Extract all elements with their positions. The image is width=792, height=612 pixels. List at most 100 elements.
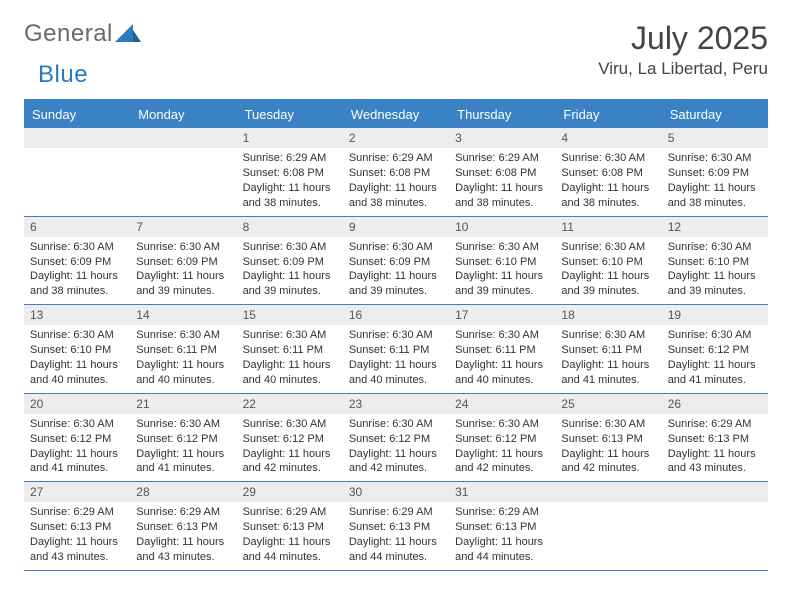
sunset-text: Sunset: 6:10 PM (30, 343, 124, 358)
sunrise-text: Sunrise: 6:30 AM (136, 328, 230, 343)
daylight-text: Daylight: 11 hours and 44 minutes. (243, 535, 337, 565)
day-number: 18 (555, 305, 661, 325)
day-number: 14 (130, 305, 236, 325)
day-number: 7 (130, 217, 236, 237)
sunset-text: Sunset: 6:09 PM (136, 255, 230, 270)
daylight-text: Daylight: 11 hours and 38 minutes. (561, 181, 655, 211)
day-number: 22 (237, 394, 343, 414)
daylight-text: Daylight: 11 hours and 40 minutes. (349, 358, 443, 388)
day-body: Sunrise: 6:29 AMSunset: 6:08 PMDaylight:… (343, 148, 449, 215)
calendar-day: 1Sunrise: 6:29 AMSunset: 6:08 PMDaylight… (237, 128, 343, 216)
calendar-day: 18Sunrise: 6:30 AMSunset: 6:11 PMDayligh… (555, 305, 661, 393)
day-body: Sunrise: 6:30 AMSunset: 6:11 PMDaylight:… (237, 325, 343, 392)
day-number (662, 482, 768, 502)
calendar-week: 6Sunrise: 6:30 AMSunset: 6:09 PMDaylight… (24, 217, 768, 306)
sunset-text: Sunset: 6:12 PM (455, 432, 549, 447)
brand-part2: Blue (38, 61, 88, 89)
day-body: Sunrise: 6:30 AMSunset: 6:12 PMDaylight:… (237, 414, 343, 481)
calendar-week: 13Sunrise: 6:30 AMSunset: 6:10 PMDayligh… (24, 305, 768, 394)
daylight-text: Daylight: 11 hours and 41 minutes. (136, 447, 230, 477)
day-number: 4 (555, 128, 661, 148)
day-number: 23 (343, 394, 449, 414)
daylight-text: Daylight: 11 hours and 40 minutes. (30, 358, 124, 388)
calendar-day: 9Sunrise: 6:30 AMSunset: 6:09 PMDaylight… (343, 217, 449, 305)
day-body: Sunrise: 6:29 AMSunset: 6:13 PMDaylight:… (449, 502, 555, 569)
calendar-day: 31Sunrise: 6:29 AMSunset: 6:13 PMDayligh… (449, 482, 555, 570)
calendar-day: 27Sunrise: 6:29 AMSunset: 6:13 PMDayligh… (24, 482, 130, 570)
daylight-text: Daylight: 11 hours and 38 minutes. (30, 269, 124, 299)
daylight-text: Daylight: 11 hours and 44 minutes. (455, 535, 549, 565)
day-body: Sunrise: 6:30 AMSunset: 6:12 PMDaylight:… (449, 414, 555, 481)
title-block: July 2025 Viru, La Libertad, Peru (598, 20, 768, 79)
sunrise-text: Sunrise: 6:30 AM (30, 417, 124, 432)
sunset-text: Sunset: 6:11 PM (243, 343, 337, 358)
calendar-day: 2Sunrise: 6:29 AMSunset: 6:08 PMDaylight… (343, 128, 449, 216)
calendar-day: 14Sunrise: 6:30 AMSunset: 6:11 PMDayligh… (130, 305, 236, 393)
day-body: Sunrise: 6:30 AMSunset: 6:10 PMDaylight:… (449, 237, 555, 304)
calendar-day (24, 128, 130, 216)
day-body: Sunrise: 6:30 AMSunset: 6:13 PMDaylight:… (555, 414, 661, 481)
day-number: 3 (449, 128, 555, 148)
daylight-text: Daylight: 11 hours and 39 minutes. (455, 269, 549, 299)
calendar-day: 6Sunrise: 6:30 AMSunset: 6:09 PMDaylight… (24, 217, 130, 305)
location-text: Viru, La Libertad, Peru (598, 59, 768, 79)
daylight-text: Daylight: 11 hours and 42 minutes. (349, 447, 443, 477)
daylight-text: Daylight: 11 hours and 38 minutes. (243, 181, 337, 211)
day-number: 28 (130, 482, 236, 502)
sunset-text: Sunset: 6:11 PM (136, 343, 230, 358)
daylight-text: Daylight: 11 hours and 40 minutes. (455, 358, 549, 388)
daylight-text: Daylight: 11 hours and 40 minutes. (243, 358, 337, 388)
day-number: 8 (237, 217, 343, 237)
calendar-day: 17Sunrise: 6:30 AMSunset: 6:11 PMDayligh… (449, 305, 555, 393)
day-number: 15 (237, 305, 343, 325)
sunrise-text: Sunrise: 6:30 AM (349, 417, 443, 432)
calendar-week: 20Sunrise: 6:30 AMSunset: 6:12 PMDayligh… (24, 394, 768, 483)
calendar-day: 23Sunrise: 6:30 AMSunset: 6:12 PMDayligh… (343, 394, 449, 482)
sunset-text: Sunset: 6:13 PM (30, 520, 124, 535)
sunset-text: Sunset: 6:10 PM (561, 255, 655, 270)
sunset-text: Sunset: 6:11 PM (349, 343, 443, 358)
calendar-day (555, 482, 661, 570)
day-body: Sunrise: 6:29 AMSunset: 6:13 PMDaylight:… (662, 414, 768, 481)
sunset-text: Sunset: 6:09 PM (30, 255, 124, 270)
day-number: 26 (662, 394, 768, 414)
calendar-day: 21Sunrise: 6:30 AMSunset: 6:12 PMDayligh… (130, 394, 236, 482)
day-body: Sunrise: 6:29 AMSunset: 6:08 PMDaylight:… (449, 148, 555, 215)
day-number: 25 (555, 394, 661, 414)
sunrise-text: Sunrise: 6:30 AM (30, 328, 124, 343)
day-number: 31 (449, 482, 555, 502)
sunset-text: Sunset: 6:08 PM (243, 166, 337, 181)
sunset-text: Sunset: 6:12 PM (668, 343, 762, 358)
sunrise-text: Sunrise: 6:29 AM (455, 151, 549, 166)
weekday-header: Tuesday (237, 101, 343, 128)
sunset-text: Sunset: 6:13 PM (136, 520, 230, 535)
day-number: 20 (24, 394, 130, 414)
sunrise-text: Sunrise: 6:30 AM (30, 240, 124, 255)
calendar-day: 28Sunrise: 6:29 AMSunset: 6:13 PMDayligh… (130, 482, 236, 570)
sunset-text: Sunset: 6:12 PM (30, 432, 124, 447)
sunset-text: Sunset: 6:11 PM (455, 343, 549, 358)
day-body: Sunrise: 6:30 AMSunset: 6:10 PMDaylight:… (662, 237, 768, 304)
day-body: Sunrise: 6:30 AMSunset: 6:09 PMDaylight:… (237, 237, 343, 304)
day-body: Sunrise: 6:30 AMSunset: 6:11 PMDaylight:… (130, 325, 236, 392)
weeks-container: 1Sunrise: 6:29 AMSunset: 6:08 PMDaylight… (24, 128, 768, 571)
sunrise-text: Sunrise: 6:29 AM (243, 151, 337, 166)
day-number (555, 482, 661, 502)
sunrise-text: Sunrise: 6:30 AM (561, 240, 655, 255)
day-number: 13 (24, 305, 130, 325)
sunrise-text: Sunrise: 6:30 AM (136, 417, 230, 432)
daylight-text: Daylight: 11 hours and 38 minutes. (455, 181, 549, 211)
sunset-text: Sunset: 6:12 PM (243, 432, 337, 447)
weekday-header: Saturday (662, 101, 768, 128)
weekday-header: Thursday (449, 101, 555, 128)
day-body: Sunrise: 6:29 AMSunset: 6:08 PMDaylight:… (237, 148, 343, 215)
brand-logo: General (24, 20, 143, 48)
daylight-text: Daylight: 11 hours and 39 minutes. (668, 269, 762, 299)
daylight-text: Daylight: 11 hours and 41 minutes. (561, 358, 655, 388)
day-body: Sunrise: 6:30 AMSunset: 6:10 PMDaylight:… (24, 325, 130, 392)
daylight-text: Daylight: 11 hours and 41 minutes. (668, 358, 762, 388)
sunrise-text: Sunrise: 6:30 AM (668, 328, 762, 343)
weekday-header-row: SundayMondayTuesdayWednesdayThursdayFrid… (24, 101, 768, 128)
sunrise-text: Sunrise: 6:30 AM (668, 151, 762, 166)
daylight-text: Daylight: 11 hours and 42 minutes. (561, 447, 655, 477)
